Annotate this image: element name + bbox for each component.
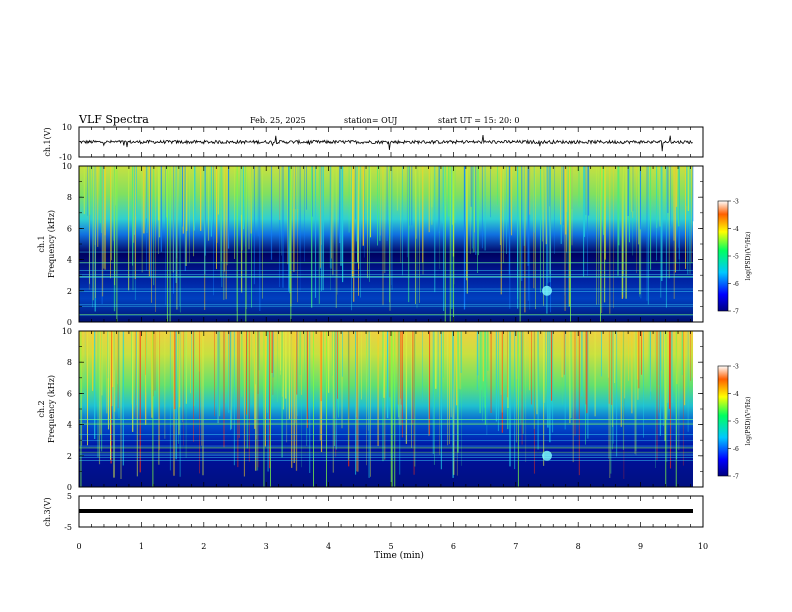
frequency-tick-label: 6 — [67, 224, 72, 233]
colorbar-tick-label: -5 — [733, 254, 739, 261]
ch1-spectrogram-ylabel-channel: ch.1 — [37, 235, 46, 252]
time-axis-ticklabels: 0 1 2 3 4 5 6 7 8 9 10 — [76, 542, 708, 551]
ch1-waveform-line — [78, 135, 693, 152]
ch1-ytick-bottom: -10 — [59, 153, 72, 162]
ch3-ytick-top: 5 — [67, 492, 72, 501]
frequency-tick-label: 0 — [67, 483, 72, 492]
station-label: station= OUJ — [344, 116, 397, 125]
frequency-tick-label: 2 — [67, 452, 72, 461]
ch2-spectrogram-ticks — [78, 331, 704, 487]
frequency-tick-label: 6 — [67, 389, 72, 398]
ch1-colorbar-ticks: -3 -4 -5 -6 -7 — [728, 199, 739, 316]
time-tick-label: 10 — [698, 542, 708, 551]
ch3-waveform-trace — [79, 509, 693, 513]
ch1-waveform-panel: 10 -10 ch.1(V) — [43, 123, 704, 162]
colorbar-tick-label: -4 — [733, 391, 739, 398]
ch2-spectrogram-ylabel-frequency: Frequency (kHz) — [47, 375, 56, 443]
colorbar-tick-label: -7 — [733, 309, 739, 316]
frequency-tick-label: 0 — [67, 318, 72, 327]
ch1-waveform-ylabel: ch.1(V) — [43, 127, 52, 156]
frequency-tick-label: 4 — [67, 256, 72, 265]
ch2-spectrogram-features — [79, 331, 694, 487]
ch1-ytick-top: 10 — [62, 123, 72, 132]
ch1-colorbar: -3 -4 -5 -6 -7 log(PSD)(V²/Hz) — [717, 199, 752, 316]
ch2-colorbar-label: log(PSD)(V²/Hz) — [745, 397, 752, 446]
ch1-spectrogram-features — [79, 166, 694, 322]
colorbar-tick-label: -7 — [733, 474, 739, 481]
time-axis-label: Time (min) — [374, 550, 424, 561]
frequency-tick-label: 8 — [67, 193, 72, 202]
time-tick-label: 0 — [76, 542, 81, 551]
ch3-waveform-panel: 5 -5 ch.3(V) 0 1 2 3 4 5 6 7 8 9 10 Time (min) — [43, 492, 708, 561]
time-tick-label: 1 — [139, 542, 144, 551]
colorbar-tick-label: -6 — [733, 446, 739, 453]
frequency-tick-label: 2 — [67, 287, 72, 296]
frequency-tick-label: 10 — [62, 327, 72, 336]
ch1-spectrogram-panel: 0 2 4 6 8 10 ch.1 Frequency (kHz) — [37, 162, 704, 327]
ch1-spectrogram-yticks: 0 2 4 6 8 10 — [62, 162, 703, 327]
time-tick-label: 4 — [326, 542, 331, 551]
ch3-waveform-ticks — [78, 496, 704, 527]
time-tick-label: 6 — [451, 542, 456, 551]
time-tick-label: 9 — [638, 542, 643, 551]
time-tick-label: 5 — [388, 542, 393, 551]
colorbar-tick-label: -5 — [733, 419, 739, 426]
emission-spot — [542, 285, 552, 296]
ch1-colorbar-label: log(PSD)(V²/Hz) — [745, 232, 752, 281]
ch2-spectrogram-yticks: 0 2 4 6 8 10 — [62, 327, 703, 492]
colorbar-tick-label: -6 — [733, 281, 739, 288]
time-tick-label: 7 — [513, 542, 518, 551]
colorbar-tick-label: -3 — [733, 199, 739, 206]
time-tick-label: 3 — [264, 542, 269, 551]
date-label: Feb. 25, 2025 — [250, 116, 306, 125]
start-time-label: start UT = 15: 20: 0 — [438, 116, 519, 125]
ch1-spectrogram-ticks — [78, 166, 704, 322]
ch1-spectrogram-ylabel-frequency: Frequency (kHz) — [47, 210, 56, 278]
time-tick-label: 2 — [201, 542, 206, 551]
figure-title: VLF Spectra — [78, 113, 149, 126]
ch2-colorbar: -3 -4 -5 -6 -7 log(PSD)(V²/Hz) — [717, 364, 752, 481]
ch2-spectrogram-panel: 0 2 4 6 8 10 ch.2 Frequency (kHz) — [37, 327, 704, 492]
time-tick-label: 8 — [576, 542, 581, 551]
ch2-spectrogram-ylabel-channel: ch.2 — [37, 400, 46, 417]
ch2-colorbar-ticks: -3 -4 -5 -6 -7 — [728, 364, 739, 481]
ch3-ytick-bottom: -5 — [64, 523, 72, 532]
ch1-waveform-ticks — [78, 127, 704, 157]
emission-spot — [542, 450, 552, 461]
colorbar-tick-label: -4 — [733, 226, 739, 233]
colorbar-tick-label: -3 — [733, 364, 739, 371]
ch3-waveform-ylabel: ch.3(V) — [43, 497, 52, 526]
frequency-tick-label: 10 — [62, 162, 72, 171]
frequency-tick-label: 4 — [67, 421, 72, 430]
frequency-tick-label: 8 — [67, 358, 72, 367]
